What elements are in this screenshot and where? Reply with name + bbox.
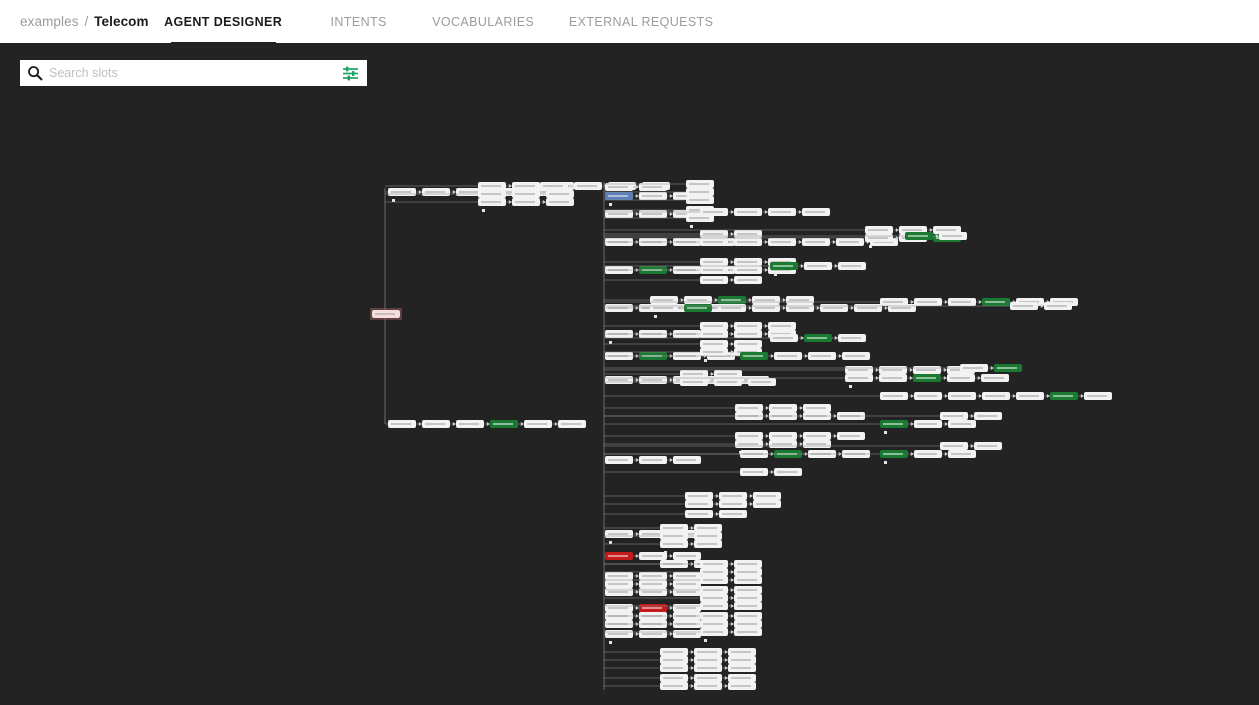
tab-agent-designer-label: AGENT DESIGNER [164, 14, 283, 29]
tab-vocabularies[interactable]: VOCABULARIES [432, 0, 534, 44]
tab-external-requests[interactable]: EXTERNAL REQUESTS [569, 0, 713, 44]
search-input[interactable] [49, 66, 342, 80]
tab-intents-label: INTENTS [330, 14, 387, 29]
tab-agent-designer[interactable]: AGENT DESIGNER [164, 0, 282, 46]
breadcrumb: examples / Telecom [20, 14, 149, 29]
tab-intents[interactable]: INTENTS [330, 0, 387, 44]
tab-external-requests-label: EXTERNAL REQUESTS [568, 14, 714, 29]
agent-flow-canvas[interactable] [0, 100, 1259, 705]
search-icon [27, 65, 43, 81]
search-slots-field[interactable] [20, 60, 367, 86]
top-header: examples / Telecom AGENT DESIGNER INTENT… [0, 0, 1259, 46]
filter-sliders-icon[interactable] [342, 65, 359, 82]
breadcrumb-current: Telecom [94, 14, 149, 29]
agent-flow-graph[interactable] [0, 100, 1259, 705]
tab-vocabularies-label: VOCABULARIES [432, 14, 535, 29]
toolbar: trained 14:12, 1 December 2023 TRAIN DEB… [0, 45, 1259, 136]
breadcrumb-root[interactable]: examples [20, 14, 79, 29]
breadcrumb-separator: / [84, 14, 89, 29]
main-tabs: AGENT DESIGNER INTENTS VOCABULARIES EXTE… [164, 0, 713, 46]
